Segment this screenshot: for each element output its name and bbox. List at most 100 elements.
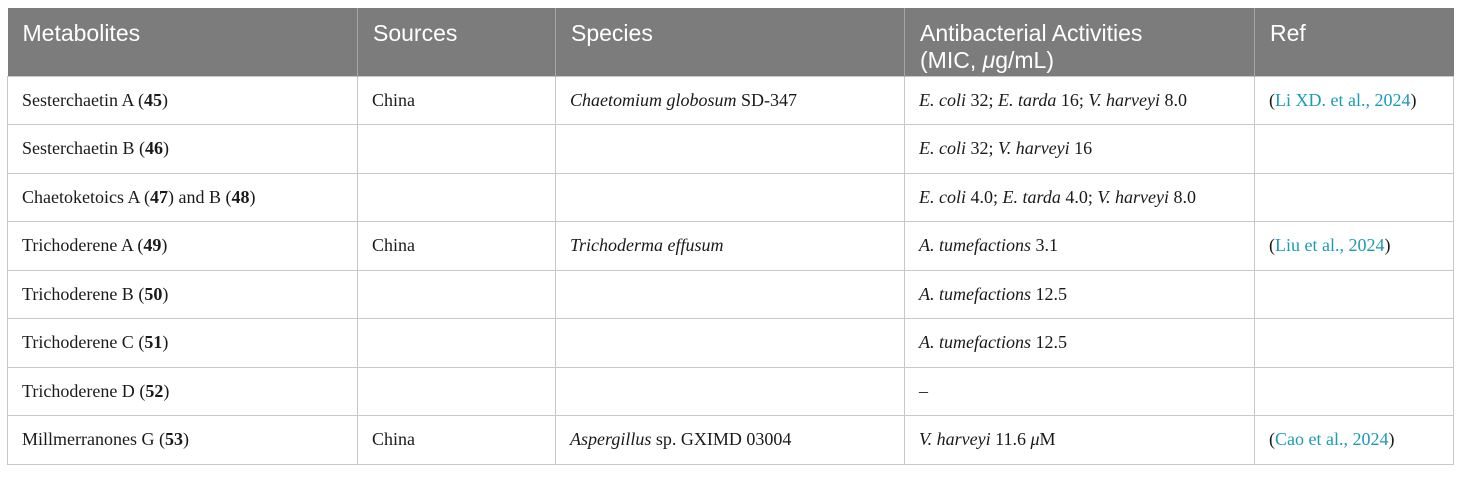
cell-activities: A. tumefactions 12.5 [904,269,1255,319]
mic-value: 16; [1056,89,1089,110]
organism-name: A. tumefactions [919,235,1031,256]
cell-ref [1254,172,1454,222]
ref-paren-open: ( [1269,89,1275,110]
cell-species [555,269,905,319]
mic-value: 32; [966,138,999,159]
table-row: Trichoderene B (50) A. tumefactions 12.5 [7,269,1454,319]
table-header-row: Metabolites Sources Species Antibacteria… [7,8,1454,76]
cell-species [555,318,905,368]
organism-name: V. harveyi [1097,186,1170,207]
organism-name: V. harveyi [1088,89,1161,110]
cell-source [357,366,556,416]
ref-paren-open: ( [1269,429,1275,450]
paren-open: ( [139,380,146,401]
species-name-italic: Trichoderma effusum [570,235,724,256]
organism-name: E. coli [919,186,966,207]
ref-paren-close: ) [1388,429,1395,450]
cell-activities: A. tumefactions 12.5 [904,318,1255,368]
species-name-italic: Aspergillus [570,429,652,450]
cell-activities: V. harveyi 11.6 μM [904,415,1255,465]
species-name-italic: Chaetomium globosum [570,89,737,110]
organism-name: A. tumefactions [919,283,1031,304]
cell-ref: (Li XD. et al., 2024) [1254,75,1454,125]
paren-open: ( [137,235,144,256]
cell-ref: (Cao et al., 2024) [1254,415,1454,465]
table-row: Millmerranones G (53) China Aspergillus … [7,415,1454,465]
mic-value: 8.0 [1169,186,1197,207]
ref-paren-open: ( [1269,235,1275,256]
paren-close: ) [249,186,256,207]
reference-link[interactable]: Cao et al., 2024 [1275,429,1389,450]
cell-metabolite: Sesterchaetin A (45) [7,75,358,125]
cell-species: Chaetomium globosum SD-347 [555,75,905,125]
paren-close: ) [162,138,169,159]
header-ref: Ref [1254,8,1454,76]
header-activities-line2-a: (MIC, [920,47,983,73]
paren-open: ( [225,186,232,207]
metabolites-table: Metabolites Sources Species Antibacteria… [7,8,1454,465]
organism-name: A. tumefactions [919,332,1031,353]
mic-value: 12.5 [1030,332,1067,353]
mic-value: 8.0 [1160,89,1188,110]
compound-number: 46 [144,138,163,159]
cell-metabolite: Chaetoketoics A (47) and B (48) [7,172,358,222]
table-row: Sesterchaetin B (46) E. coli 32; V. harv… [7,124,1454,174]
paren-close: ) [162,283,169,304]
cell-metabolite: Trichoderene A (49) [7,221,358,271]
cell-source [357,318,556,368]
ref-paren-close: ) [1410,89,1417,110]
cell-source: China [357,75,556,125]
mic-value: 12.5 [1030,283,1067,304]
cell-source [357,269,556,319]
table-row: Chaetoketoics A (47) and B (48) E. coli … [7,172,1454,222]
cell-activities: A. tumefactions 3.1 [904,221,1255,271]
ref-paren-close: ) [1384,235,1391,256]
cell-species [555,366,905,416]
compound-number: 45 [143,89,162,110]
metabolite-name: Trichoderene D [22,380,135,401]
header-sources: Sources [357,8,556,76]
organism-name: E. tarda [998,89,1057,110]
paren-open: ( [138,332,145,353]
compound-number: 47 [149,186,168,207]
header-activities-mu: μ [982,47,996,73]
mic-value: 32; [966,89,999,110]
table-row: Trichoderene D (52) – [7,366,1454,416]
mic-value: 4.0; [966,186,1003,207]
metabolite-name: Trichoderene A [22,235,133,256]
paren-close: ) [162,332,169,353]
cell-species [555,124,905,174]
metabolite-name: Millmerranones G [22,429,155,450]
cell-activities: E. coli 32; E. tarda 16; V. harveyi 8.0 [904,75,1255,125]
header-activities-line2-b: g/mL) [995,47,1055,73]
unit-mu: μ [1030,429,1040,450]
reference-link[interactable]: Li XD. et al., 2024 [1275,89,1411,110]
paren-close: ) [182,429,189,450]
metabolite-name: Trichoderene B [22,283,134,304]
species-strain: SD-347 [736,89,798,110]
cell-ref [1254,269,1454,319]
mic-value: 11.6 [990,429,1031,450]
cell-species [555,172,905,222]
header-metabolites: Metabolites [7,8,358,76]
metabolite-name: Sesterchaetin B [22,138,135,159]
paren-close: ) [161,235,168,256]
paren-open: ( [158,429,165,450]
cell-activities: E. coli 32; V. harveyi 16 [904,124,1255,174]
paren-open: ( [138,283,145,304]
cell-metabolite: Trichoderene D (52) [7,366,358,416]
cell-source: China [357,415,556,465]
cell-source: China [357,221,556,271]
mic-value: 16 [1069,138,1093,159]
cell-ref [1254,318,1454,368]
metabolite-name: Chaetoketoics A [22,186,140,207]
reference-link[interactable]: Liu et al., 2024 [1275,235,1385,256]
paren-open: ( [138,138,145,159]
cell-ref: (Liu et al., 2024) [1254,221,1454,271]
cell-activities: E. coli 4.0; E. tarda 4.0; V. harveyi 8.… [904,172,1255,222]
species-strain: sp. GXIMD 03004 [651,429,792,450]
paren-open: ( [137,89,144,110]
cell-ref [1254,124,1454,174]
cell-species: Trichoderma effusum [555,221,905,271]
cell-metabolite: Trichoderene C (51) [7,318,358,368]
